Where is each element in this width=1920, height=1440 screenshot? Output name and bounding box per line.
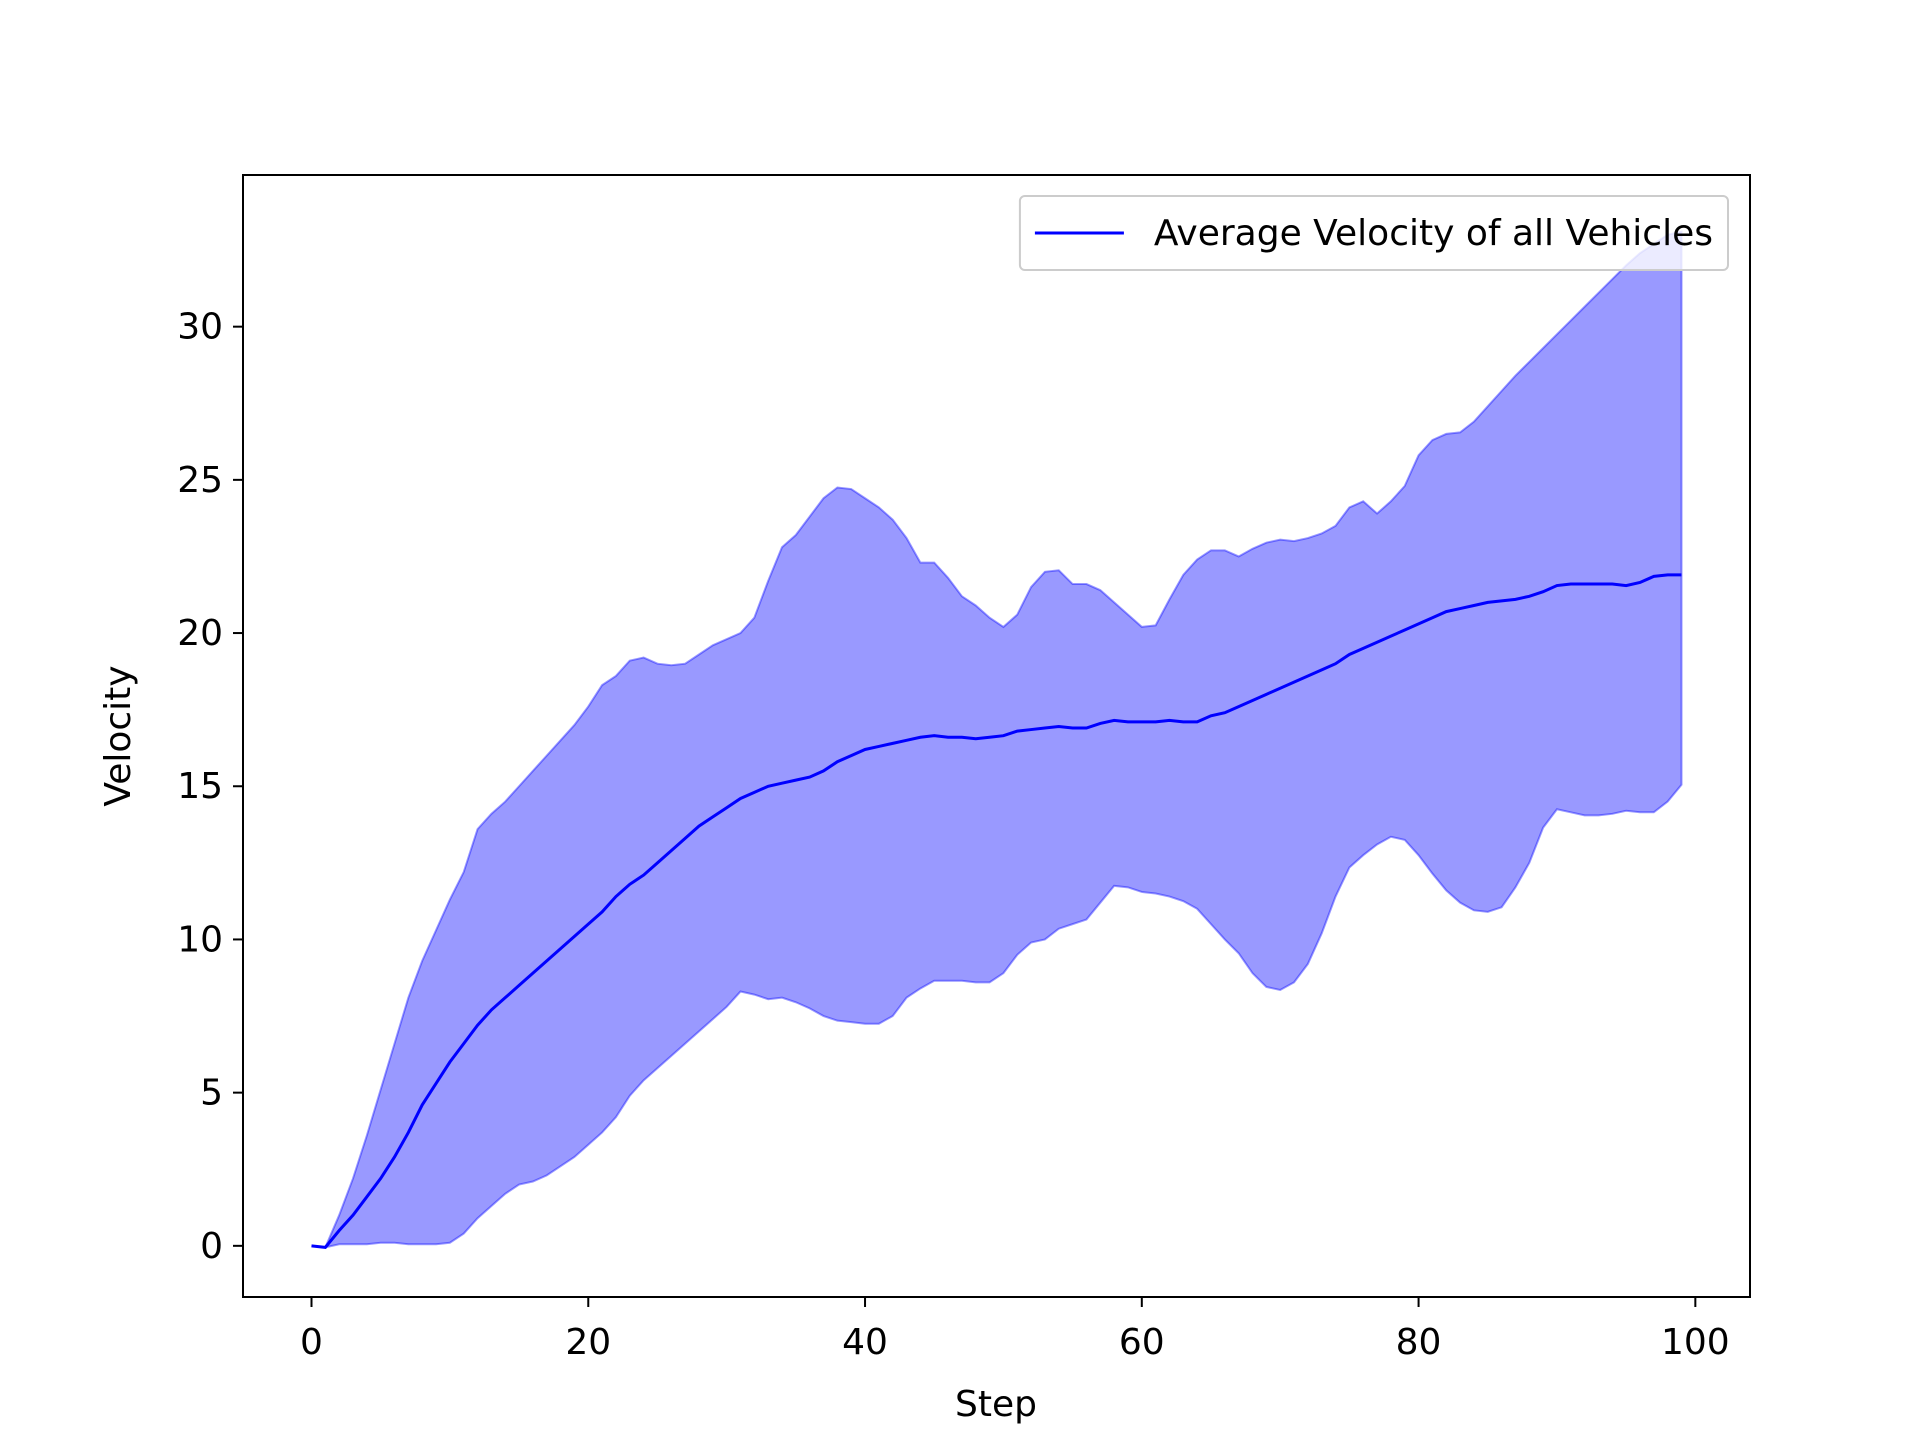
x-tick-label: 20	[565, 1322, 611, 1363]
y-tick-label: 15	[177, 766, 223, 807]
y-tick-label: 5	[200, 1073, 223, 1114]
legend: Average Velocity of all Vehicles	[1018, 195, 1729, 271]
x-tick-label: 80	[1396, 1322, 1442, 1363]
y-tick-label: 25	[177, 460, 223, 501]
y-tick-label: 20	[177, 613, 223, 654]
y-tick-label: 30	[177, 307, 223, 348]
x-axis-label: Step	[955, 1384, 1037, 1425]
axes-frame	[242, 174, 1751, 1298]
y-axis-label: Velocity	[98, 665, 139, 806]
x-tick-label: 40	[842, 1322, 888, 1363]
legend-box	[1018, 195, 1729, 271]
band-area	[311, 230, 1683, 1249]
y-tick-label: 10	[177, 919, 223, 960]
x-tick-label: 100	[1661, 1322, 1730, 1363]
legend-label: Average Velocity of all Vehicles	[1154, 213, 1713, 254]
y-tick-label: 0	[200, 1226, 223, 1267]
x-tick-label: 0	[300, 1322, 323, 1363]
line	[311, 573, 1682, 1249]
x-tick-label: 60	[1119, 1322, 1165, 1363]
